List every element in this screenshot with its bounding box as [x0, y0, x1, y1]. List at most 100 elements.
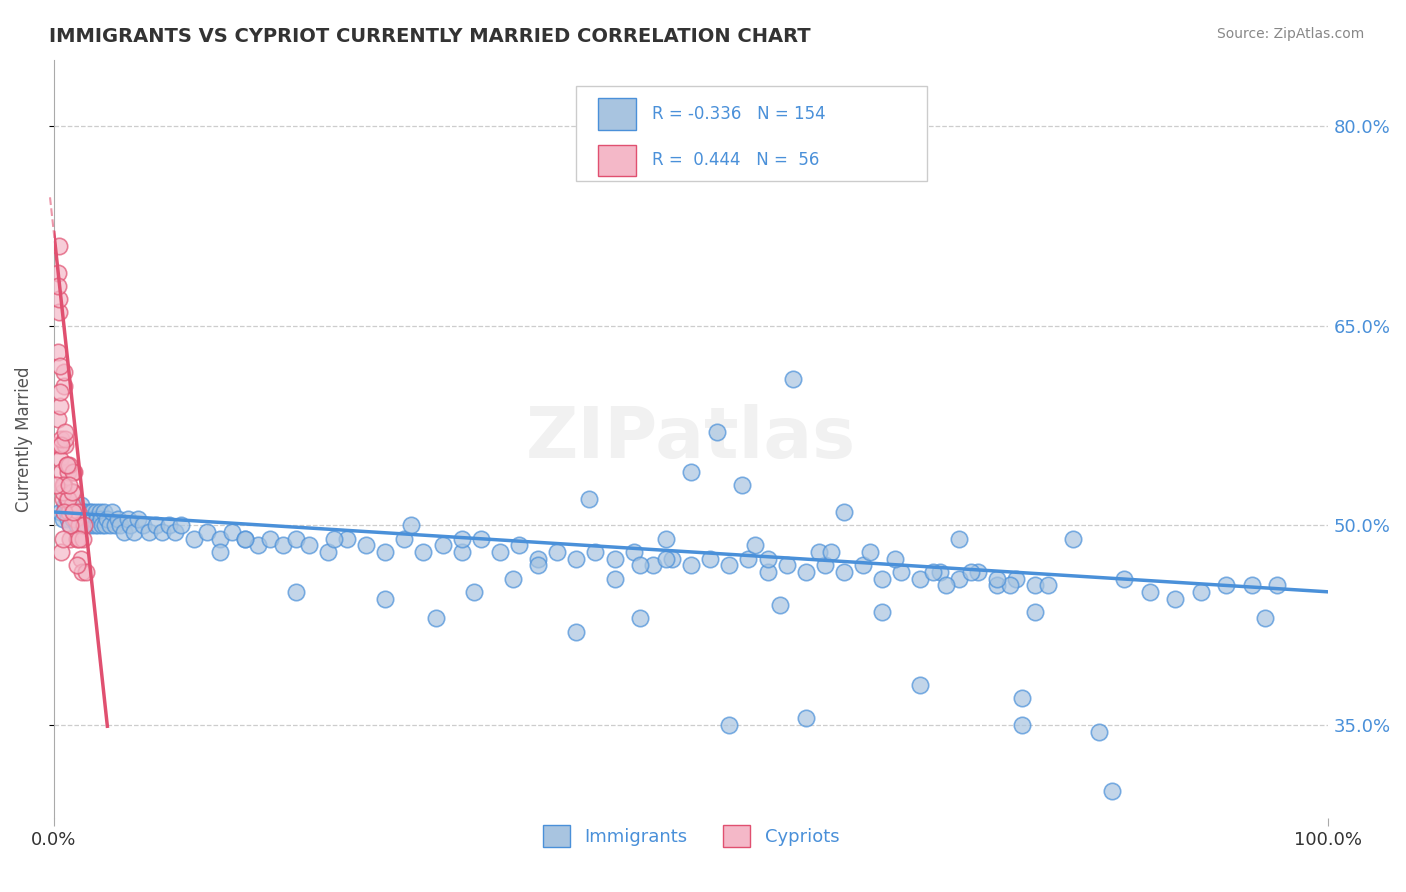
Point	[960, 565, 983, 579]
Point	[138, 524, 160, 539]
Point	[233, 532, 256, 546]
Point	[1240, 578, 1263, 592]
Point	[145, 518, 167, 533]
Text: Source: ZipAtlas.com: Source: ZipAtlas.com	[1216, 27, 1364, 41]
Point	[70, 565, 93, 579]
Point	[67, 511, 90, 525]
Point	[55, 505, 77, 519]
Point	[48, 438, 70, 452]
Point	[53, 478, 76, 492]
Point	[80, 505, 103, 519]
Point	[46, 412, 69, 426]
Point	[58, 458, 80, 473]
Point	[53, 505, 76, 519]
Point	[1215, 578, 1237, 592]
Point	[46, 345, 69, 359]
Point	[832, 505, 855, 519]
Point	[1114, 572, 1136, 586]
Point	[820, 545, 842, 559]
Point	[53, 378, 76, 392]
Point	[756, 551, 779, 566]
Point	[157, 518, 180, 533]
Point	[1265, 578, 1288, 592]
Point	[641, 558, 664, 573]
Point	[94, 518, 117, 533]
Point	[259, 532, 281, 546]
Point	[470, 532, 492, 546]
Point	[69, 499, 91, 513]
Point	[58, 478, 80, 492]
Point	[271, 538, 294, 552]
Point	[52, 532, 75, 546]
Point	[966, 565, 988, 579]
Point	[56, 491, 79, 506]
Point	[66, 532, 89, 546]
Point	[150, 524, 173, 539]
Point	[654, 551, 676, 566]
Point	[654, 532, 676, 546]
Point	[870, 605, 893, 619]
Point	[399, 518, 422, 533]
Point	[870, 572, 893, 586]
Point	[48, 239, 70, 253]
Point	[323, 532, 346, 546]
Point	[51, 545, 73, 559]
Point	[52, 511, 75, 525]
Point	[58, 499, 80, 513]
Y-axis label: Currently Married: Currently Married	[15, 366, 32, 512]
Point	[603, 551, 626, 566]
Point	[508, 538, 530, 552]
Point	[67, 505, 90, 519]
Point	[374, 545, 396, 559]
Point	[737, 551, 759, 566]
Point	[52, 485, 75, 500]
Point	[48, 305, 70, 319]
Point	[661, 551, 683, 566]
Point	[731, 478, 754, 492]
Point	[948, 572, 970, 586]
Point	[98, 518, 121, 533]
Text: R = -0.336   N = 154: R = -0.336 N = 154	[651, 105, 825, 123]
Point	[585, 545, 607, 559]
Point	[80, 518, 103, 533]
Point	[1005, 572, 1028, 586]
Point	[852, 558, 875, 573]
Point	[87, 518, 110, 533]
Point	[603, 572, 626, 586]
Point	[62, 465, 84, 479]
Point	[794, 711, 817, 725]
Legend: Immigrants, Cypriots: Immigrants, Cypriots	[536, 818, 846, 855]
Point	[998, 578, 1021, 592]
Point	[782, 372, 804, 386]
Point	[67, 532, 90, 546]
Text: ZIPatlas: ZIPatlas	[526, 404, 856, 474]
Point	[450, 545, 472, 559]
Point	[814, 558, 837, 573]
Point	[89, 505, 111, 519]
Point	[117, 511, 139, 525]
Point	[56, 465, 79, 479]
Point	[101, 505, 124, 519]
Point	[52, 478, 75, 492]
Point	[935, 578, 957, 592]
Point	[53, 438, 76, 452]
Point	[502, 572, 524, 586]
Point	[489, 545, 512, 559]
Point	[354, 538, 377, 552]
Point	[794, 565, 817, 579]
Point	[104, 518, 127, 533]
Point	[910, 572, 932, 586]
Point	[62, 485, 84, 500]
Point	[336, 532, 359, 546]
Point	[1062, 532, 1084, 546]
Point	[72, 532, 94, 546]
Point	[59, 532, 82, 546]
Point	[55, 458, 77, 473]
Point	[450, 532, 472, 546]
Point	[73, 511, 96, 525]
Point	[628, 558, 651, 573]
Point	[412, 545, 434, 559]
Point	[890, 565, 912, 579]
Point	[90, 511, 112, 525]
Point	[59, 518, 82, 533]
